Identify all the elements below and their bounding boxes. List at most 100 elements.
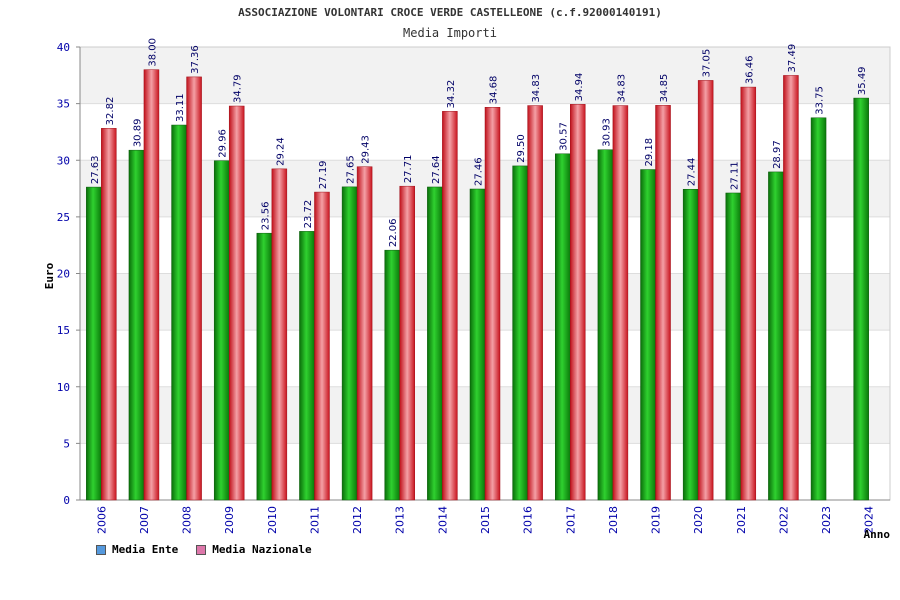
bar-media-ente-2007 [128, 149, 145, 501]
bar-media-nazionale-2011 [314, 191, 330, 501]
data-label: 27.65 [346, 155, 357, 184]
bar-media-ente-2022 [768, 171, 784, 501]
data-label: 27.63 [90, 155, 101, 184]
y-tick-label: 25 [57, 211, 70, 224]
y-tick-label: 35 [57, 98, 70, 111]
bar-media-nazionale-2016 [527, 105, 543, 501]
bar-media-ente-2011 [299, 231, 315, 501]
bar-media-ente-2017 [555, 153, 571, 501]
x-tick-label: 2008 [181, 506, 194, 534]
x-tick-label: 2015 [479, 506, 492, 534]
data-label: 34.32 [446, 80, 457, 109]
bar-media-ente-2009 [213, 160, 230, 501]
legend-entry-media-ente: Media Ente [96, 543, 178, 556]
data-label: 27.71 [403, 155, 414, 184]
x-tick-label: 2009 [223, 506, 236, 534]
bar-labels: 27.63 32.82 30.89 38.00 33.11 37.36 29.96 34.79… [90, 38, 868, 247]
bar-media-nazionale-2022 [783, 75, 799, 501]
data-label: 30.93 [601, 118, 612, 147]
bar-media-ente-2013 [384, 249, 400, 501]
bar-media-nazionale-2008 [186, 76, 202, 501]
x-tick-label: 2022 [777, 506, 790, 534]
data-label: 34.85 [659, 74, 670, 103]
bar-media-nazionale-2012 [356, 166, 373, 501]
data-label: 23.56 [260, 202, 271, 231]
legend-label-media-ente: Media Ente [112, 543, 179, 556]
bar-media-ente-2024 [853, 97, 869, 501]
y-tick-label: 30 [57, 154, 70, 167]
data-label: 38.00 [147, 38, 158, 67]
data-label: 29.43 [361, 135, 372, 164]
legend-swatch-media-nazionale [196, 544, 207, 555]
data-label: 30.89 [132, 119, 143, 148]
data-label: 33.11 [175, 93, 186, 122]
bar-media-nazionale-2018 [612, 105, 629, 501]
chart-title: ASSOCIAZIONE VOLONTARI CROCE VERDE CASTE… [238, 6, 662, 19]
bar-media-ente-2023 [810, 117, 827, 501]
data-label: 37.36 [190, 45, 201, 74]
x-tick-label: 2021 [735, 506, 748, 534]
bar-media-nazionale-2006 [101, 128, 117, 501]
data-label: 27.44 [687, 158, 698, 187]
data-label: 23.72 [303, 200, 314, 229]
data-label: 30.57 [559, 122, 570, 151]
bar-media-ente-2019 [640, 169, 656, 501]
x-tick-label: 2018 [607, 506, 620, 534]
bar-media-nazionale-2007 [143, 69, 160, 501]
y-axis-label: Euro [43, 262, 56, 289]
x-tick-label: 2017 [564, 506, 577, 534]
x-tick-label: 2006 [95, 506, 108, 534]
bar-media-ente-2020 [682, 188, 699, 501]
data-label: 33.75 [815, 86, 826, 115]
data-label: 34.83 [531, 74, 542, 103]
y-tick-label: 20 [57, 268, 70, 281]
bar-media-ente-2016 [512, 165, 528, 501]
bar-media-nazionale-2014 [442, 111, 458, 501]
bar-media-nazionale-2021 [740, 86, 757, 501]
data-label: 34.79 [233, 74, 244, 103]
bar-media-nazionale-2020 [697, 80, 714, 501]
y-tick-label: 5 [63, 437, 70, 450]
x-tick-label: 2014 [436, 506, 449, 534]
data-label: 22.06 [388, 219, 399, 248]
data-label: 27.11 [729, 161, 740, 190]
x-axis-label: Anno [864, 528, 891, 541]
data-label: 37.05 [702, 49, 713, 78]
data-label: 34.68 [489, 76, 500, 105]
x-tick-label: 2010 [266, 506, 279, 534]
bars [86, 69, 869, 501]
data-label: 29.18 [644, 138, 655, 167]
data-label: 29.50 [516, 134, 527, 163]
legend-swatch-media-ente [96, 544, 106, 555]
data-label: 34.94 [574, 73, 585, 102]
data-label: 34.83 [616, 74, 627, 103]
bar-media-ente-2021 [725, 192, 742, 501]
x-tick-label: 2019 [650, 506, 663, 534]
data-label: 27.46 [474, 157, 485, 186]
data-label: 28.97 [772, 140, 783, 169]
y-tick-label: 40 [57, 41, 70, 54]
bar-media-nazionale-2009 [228, 105, 245, 501]
bar-media-nazionale-2019 [655, 105, 671, 501]
data-label: 36.46 [744, 55, 755, 84]
bar-media-ente-2010 [256, 232, 273, 501]
data-label: 35.49 [857, 66, 868, 95]
bar-media-ente-2012 [341, 186, 358, 501]
bar-media-nazionale-2017 [570, 104, 586, 501]
data-label: 37.49 [787, 44, 798, 73]
y-tick-labels: 0 5 10 15 20 25 30 35 40 [57, 41, 80, 507]
legend: Media Ente Media Nazionale [96, 543, 312, 556]
bar-media-nazionale-2013 [399, 185, 415, 501]
x-tick-label: 2011 [308, 506, 321, 534]
x-tick-label: 2023 [820, 506, 833, 534]
bar-media-ente-2018 [597, 149, 614, 501]
x-tick-label: 2012 [351, 506, 364, 534]
bar-media-ente-2006 [86, 186, 102, 501]
x-tick-labels: 2006 2007 2008 2009 2010 2011 2012 2013 2014 2015… [95, 506, 875, 534]
bar-media-nazionale-2010 [271, 168, 288, 501]
chart-subtitle: Media Importi [403, 26, 497, 40]
bar-media-ente-2014 [427, 186, 443, 501]
data-label: 29.96 [218, 129, 229, 158]
data-label: 27.64 [431, 155, 442, 184]
